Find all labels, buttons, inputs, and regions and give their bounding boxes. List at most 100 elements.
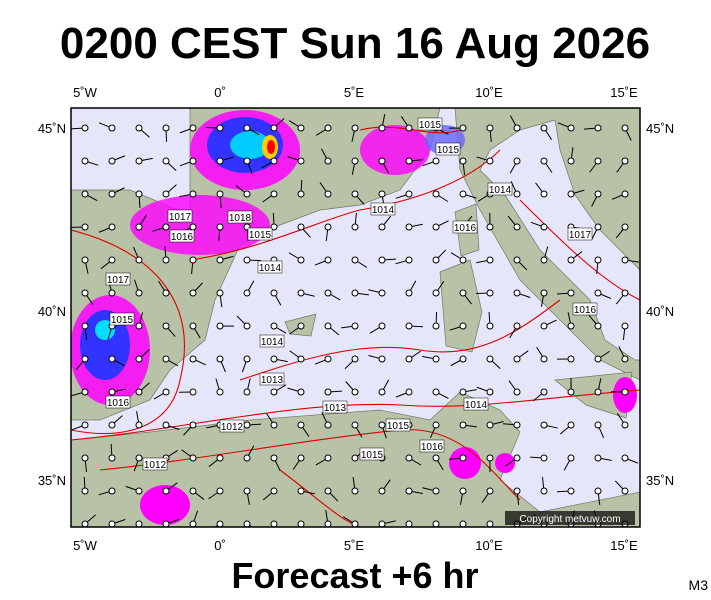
barb-station — [378, 388, 386, 396]
barb-station — [324, 355, 332, 363]
barb-station — [378, 487, 386, 495]
barb-station — [135, 157, 143, 165]
isobar-label: 1016 — [454, 223, 477, 234]
barb-station — [540, 190, 548, 198]
isobar-label: 1015 — [249, 230, 272, 241]
barb-station — [108, 454, 116, 462]
barb-station — [297, 322, 305, 330]
barb-station — [297, 256, 305, 264]
isobar-label: 1013 — [261, 375, 284, 386]
barb-station — [216, 355, 224, 363]
barb-station — [432, 322, 440, 330]
barb-station — [432, 487, 440, 495]
barb-station — [486, 487, 494, 495]
barb-station — [351, 124, 359, 132]
barb-station — [162, 157, 170, 165]
barb-station — [81, 421, 89, 429]
barb-station — [324, 157, 332, 165]
barb-station — [567, 190, 575, 198]
isobar-label-box — [259, 372, 285, 386]
barb-station — [297, 520, 305, 527]
barb-station — [216, 454, 224, 462]
barb-station — [135, 190, 143, 198]
isobar-label: 1017 — [107, 275, 130, 286]
barb-station — [594, 124, 602, 132]
barb-station — [459, 157, 467, 165]
barb-station — [594, 487, 602, 495]
barb-station — [81, 124, 89, 132]
barb-station — [243, 256, 251, 264]
isobar-label-box — [419, 439, 445, 453]
barb-station — [162, 190, 170, 198]
isobar-label: 1016 — [421, 442, 444, 453]
barb-station — [594, 190, 602, 198]
barb-station — [513, 388, 521, 396]
barb-station — [189, 256, 197, 264]
isobar-label: 1016 — [107, 398, 130, 409]
barb-station — [270, 454, 278, 462]
barb-station — [81, 322, 89, 330]
barb-station — [162, 124, 170, 132]
barb-station — [216, 223, 224, 231]
barb-station — [243, 289, 251, 297]
barb-station — [486, 454, 494, 462]
barb-station — [216, 487, 224, 495]
barb-station — [567, 289, 575, 297]
barb-station — [135, 256, 143, 264]
barb-station — [162, 421, 170, 429]
barb-station — [135, 421, 143, 429]
barb-station — [378, 256, 386, 264]
barb-station — [243, 520, 251, 527]
barb-station — [594, 223, 602, 231]
barb-station — [135, 124, 143, 132]
barb-station — [486, 289, 494, 297]
barb-station — [324, 454, 332, 462]
barb-station — [621, 322, 629, 330]
isobar-label: 1016 — [574, 305, 597, 316]
barb-station — [135, 355, 143, 363]
barb-station — [567, 124, 575, 132]
barb-station — [405, 190, 413, 198]
top-lon-label: 5˚W — [73, 85, 98, 100]
barb-station — [108, 421, 116, 429]
isobar-label-box — [259, 334, 285, 348]
barb-station — [324, 421, 332, 429]
barb-station — [621, 355, 629, 363]
barb-station — [243, 454, 251, 462]
barb-station — [432, 289, 440, 297]
isobar-label-box — [247, 227, 273, 241]
barb-station — [513, 124, 521, 132]
barb-station — [108, 355, 116, 363]
barb-station — [513, 289, 521, 297]
right-lat-label: 45˚N — [646, 121, 674, 136]
bottom-lon-label: 0˚ — [214, 538, 226, 553]
barb-station — [189, 322, 197, 330]
barb-station — [621, 454, 629, 462]
barb-station — [189, 421, 197, 429]
barb-station — [297, 487, 305, 495]
barb-station — [324, 388, 332, 396]
barb-station — [594, 289, 602, 297]
barb-station — [378, 190, 386, 198]
isobar-label: 1012 — [221, 422, 244, 433]
isobar-label-box — [567, 227, 593, 241]
model-code: M3 — [689, 577, 709, 593]
barb-station — [378, 289, 386, 297]
barb-station — [351, 322, 359, 330]
barb-station — [243, 421, 251, 429]
isobar-label-box — [142, 457, 168, 471]
barb-station — [135, 388, 143, 396]
barb-station — [459, 355, 467, 363]
barb-station — [324, 190, 332, 198]
barb-station — [459, 520, 467, 527]
barb-station — [486, 124, 494, 132]
barb-station — [540, 256, 548, 264]
barb-station — [621, 157, 629, 165]
barb-station — [567, 157, 575, 165]
bottom-lon-label: 10˚E — [475, 538, 503, 553]
barb-station — [351, 355, 359, 363]
barb-station — [81, 355, 89, 363]
barb-station — [486, 520, 494, 527]
isobar-label: 1015 — [111, 315, 134, 326]
barb-station — [351, 421, 359, 429]
